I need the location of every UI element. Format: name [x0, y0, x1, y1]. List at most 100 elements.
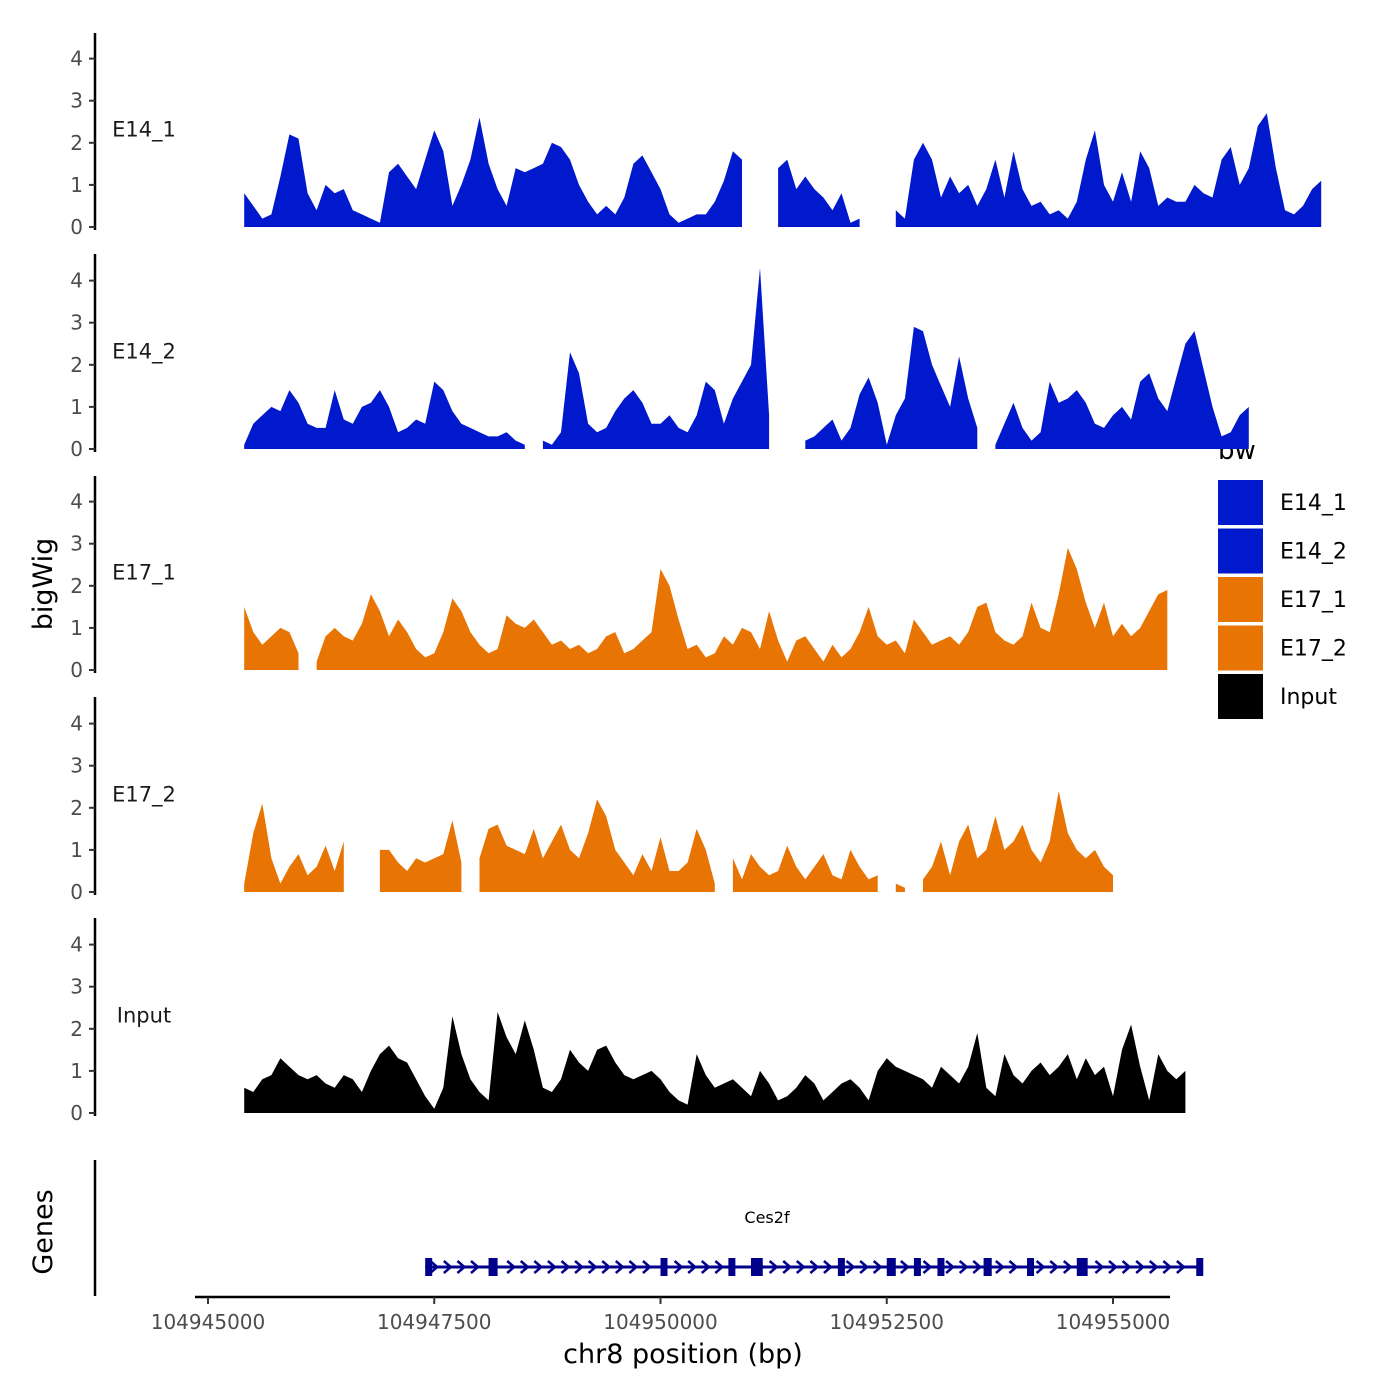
y-tick-label: 0 — [70, 658, 83, 682]
exon-block — [751, 1258, 763, 1276]
y-tick-label: 4 — [70, 490, 83, 514]
y-tick-label: 2 — [70, 796, 83, 820]
exon-block — [728, 1258, 736, 1276]
y-tick-label: 1 — [70, 395, 83, 419]
strand-arrow — [506, 1260, 517, 1274]
legend-label-e14_1: E14_1 — [1280, 491, 1347, 516]
exon-block — [1196, 1258, 1204, 1276]
strand-arrow — [768, 1260, 779, 1274]
track-e14_2: 0 1 2 3 4 E14_2 — [70, 254, 1249, 461]
y-tick-label: 2 — [70, 353, 83, 377]
track-input: 0 1 2 3 4 Input — [70, 918, 1186, 1125]
y-tick-label: 4 — [70, 933, 83, 957]
strand-arrow — [872, 1260, 883, 1274]
track-label-e14_2: E14_2 — [112, 339, 176, 364]
strand-arrow — [1121, 1260, 1132, 1274]
exon-block — [886, 1258, 896, 1276]
track-label-e14_1: E14_1 — [112, 117, 176, 142]
strand-arrow — [1049, 1260, 1060, 1274]
y-tick-label: 1 — [70, 616, 83, 640]
coverage-area-e14_1 — [244, 113, 1322, 227]
strand-arrow — [547, 1260, 557, 1274]
strand-arrow — [1108, 1260, 1118, 1274]
y-tick-label: 1 — [70, 1059, 83, 1083]
genes-track-title: Genes — [28, 1189, 59, 1274]
y-tick-label: 1 — [70, 173, 83, 197]
gene-name-label: Ces2f — [744, 1208, 790, 1227]
strand-arrow — [700, 1260, 711, 1274]
exon-block — [488, 1258, 498, 1276]
exon-block — [983, 1258, 992, 1276]
legend-key-e17_2 — [1218, 625, 1263, 671]
y-tick-label: 4 — [70, 269, 83, 293]
genes-track — [93, 1160, 1204, 1296]
track-e17_1: 0 1 2 3 4 E17_1 — [70, 476, 1168, 682]
strand-arrow — [443, 1260, 453, 1274]
exon-block — [1027, 1258, 1035, 1276]
strand-arrow — [587, 1260, 598, 1274]
coverage-tracks: 0 1 2 3 4 E14_1 0 1 2 3 4 E14_2 0 1 2 3 4 E17_1 0 1 2 3 4 E17_2… — [70, 33, 1322, 1125]
y-tick-label: 0 — [70, 880, 83, 904]
strand-arrow — [1135, 1260, 1146, 1274]
y-tick-label: 2 — [70, 1017, 83, 1041]
strand-arrow — [574, 1260, 584, 1274]
coverage-area-e14_2 — [244, 268, 1249, 449]
y-tick-label: 0 — [70, 437, 83, 461]
strand-arrow — [519, 1260, 530, 1274]
strand-arrow — [1062, 1260, 1073, 1274]
strand-arrow — [958, 1260, 969, 1274]
strand-arrow — [533, 1260, 544, 1274]
strand-arrow — [845, 1260, 856, 1274]
strand-arrow — [1176, 1260, 1186, 1274]
y-tick-label: 3 — [70, 754, 83, 778]
strand-arrow — [1035, 1260, 1046, 1274]
x-tick-label: 104952500 — [829, 1310, 944, 1334]
coverage-area-e17_1 — [244, 547, 1168, 670]
strand-arrow — [900, 1260, 910, 1274]
strand-arrow — [823, 1260, 833, 1274]
strand-arrow — [782, 1260, 793, 1274]
strand-arrow — [945, 1260, 956, 1274]
strand-arrow — [1008, 1260, 1019, 1274]
strand-arrow — [601, 1260, 612, 1274]
strand-arrow — [714, 1260, 725, 1274]
legend-label-e14_2: E14_2 — [1280, 540, 1347, 565]
legend: E14_1 E14_2 E17_1 E17_2 Input — [1218, 480, 1347, 719]
y-axis-title: bigWig — [28, 538, 59, 631]
y-tick-label: 2 — [70, 574, 83, 598]
y-tick-label: 0 — [70, 1101, 83, 1125]
strand-arrow — [922, 1260, 933, 1274]
strand-arrow — [560, 1260, 571, 1274]
exon-block — [937, 1258, 945, 1276]
strand-arrow — [995, 1260, 1005, 1274]
exon-block — [425, 1258, 433, 1276]
legend-key-e17_1 — [1218, 577, 1263, 622]
strand-arrow — [642, 1260, 652, 1274]
y-tick-label: 4 — [70, 712, 83, 736]
strand-arrow — [859, 1260, 870, 1274]
strand-arrow — [1094, 1260, 1105, 1274]
coverage-area-input — [244, 1012, 1186, 1113]
legend-label-e17_1: E17_1 — [1280, 588, 1347, 613]
strand-arrow — [809, 1260, 820, 1274]
y-tick-label: 1 — [70, 838, 83, 862]
strand-arrow — [470, 1260, 480, 1274]
track-e14_1: 0 1 2 3 4 E14_1 — [70, 33, 1322, 239]
exon-block — [660, 1258, 668, 1276]
legend-label-e17_2: E17_2 — [1280, 637, 1347, 662]
y-tick-label: 3 — [70, 89, 83, 113]
strand-arrow — [429, 1260, 440, 1274]
strand-arrow — [687, 1260, 698, 1274]
strand-arrow — [628, 1260, 639, 1274]
legend-key-input — [1218, 674, 1263, 719]
coverage-area-e17_2 — [244, 791, 1113, 892]
strand-arrow — [614, 1260, 625, 1274]
x-axis-title: chr8 position (bp) — [563, 1339, 803, 1370]
track-e17_2: 0 1 2 3 4 E17_2 — [70, 697, 1113, 904]
track-label-e17_2: E17_2 — [112, 782, 176, 807]
y-tick-label: 3 — [70, 532, 83, 556]
y-tick-label: 4 — [70, 47, 83, 71]
x-tick-label: 104950000 — [603, 1310, 718, 1334]
track-label-input: Input — [117, 1003, 171, 1027]
